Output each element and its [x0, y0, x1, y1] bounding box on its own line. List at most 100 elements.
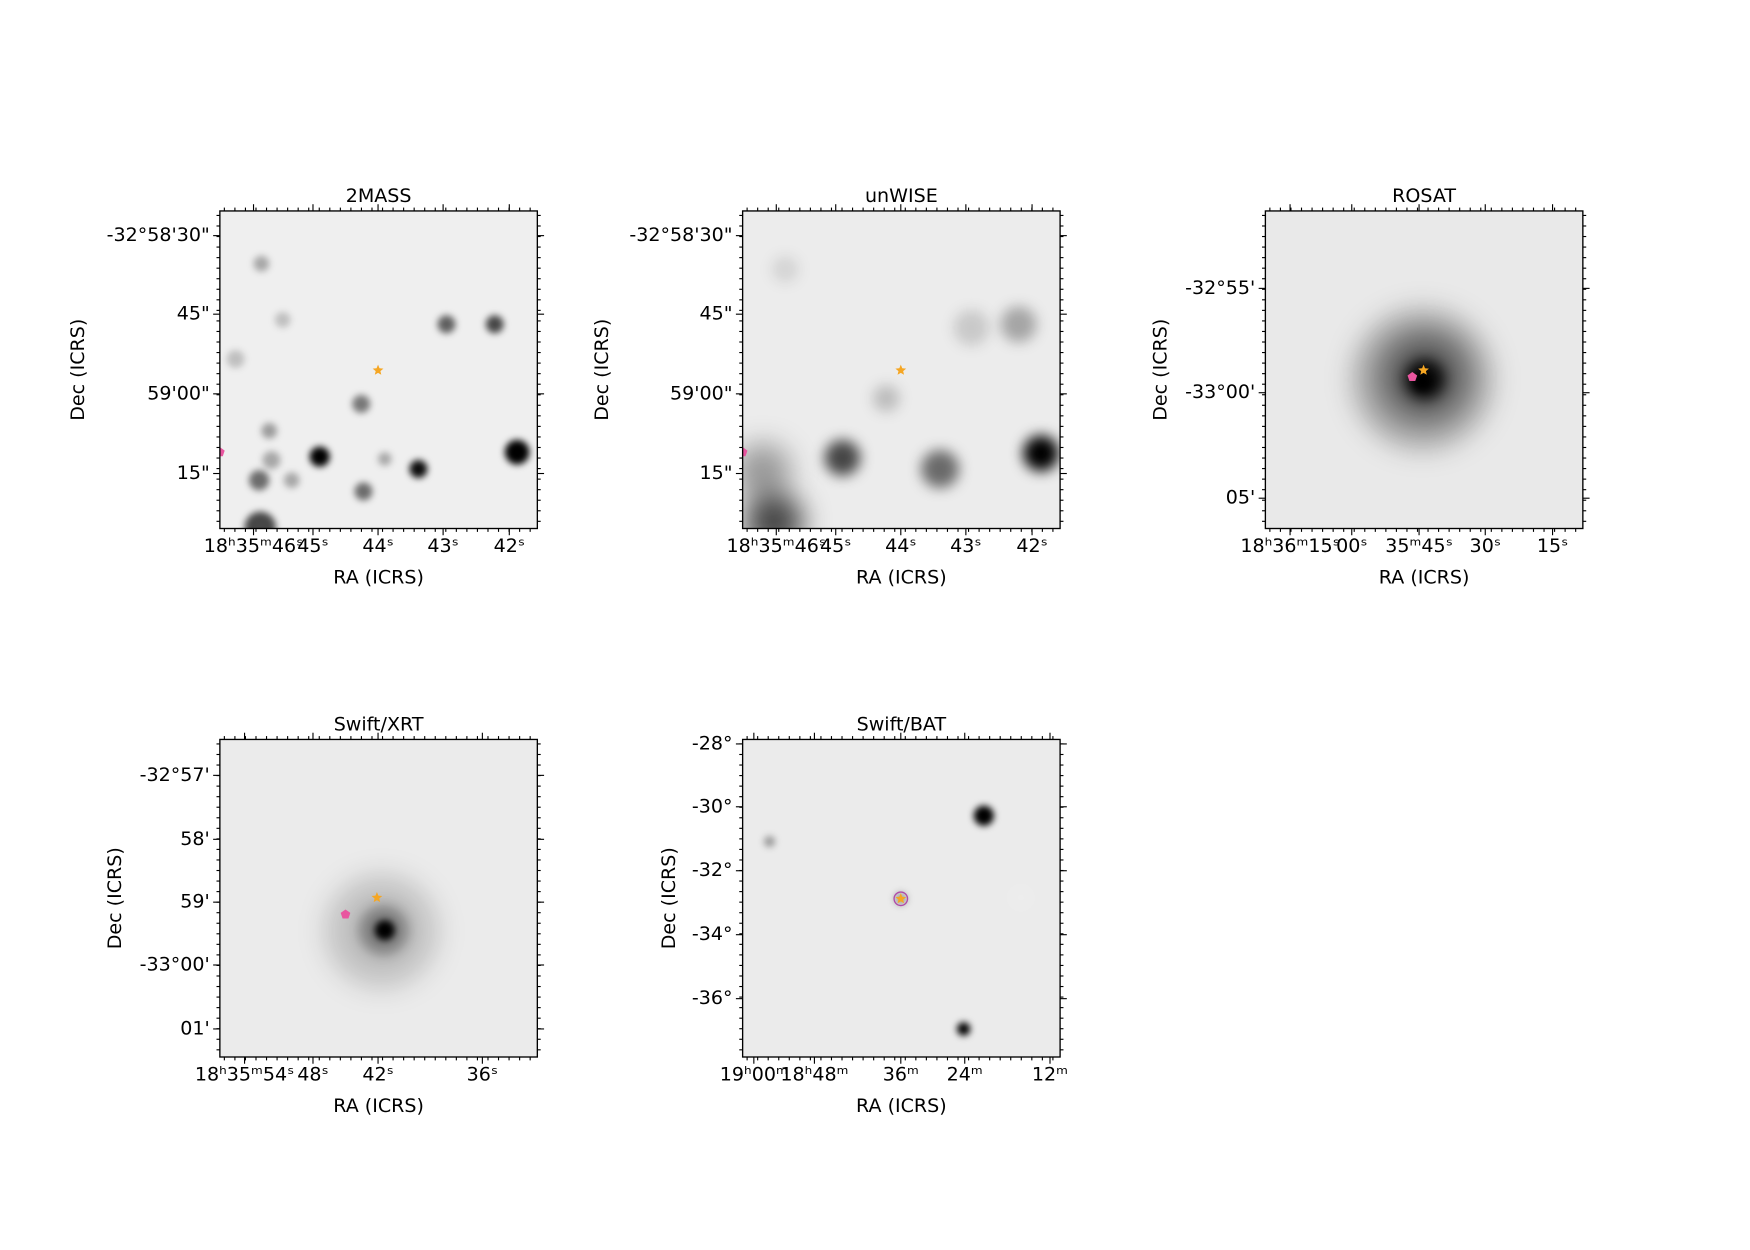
- x-tick-label: 45ˢ: [297, 535, 328, 557]
- y-tick-label: -28°: [692, 732, 733, 754]
- x-tick-label: 00ˢ: [1336, 535, 1367, 557]
- x-tick-label: 15ˢ: [1537, 535, 1568, 557]
- source-blob: [378, 452, 392, 466]
- x-axis-label: RA (ICRS): [333, 566, 424, 588]
- x-tick-label: 45ˢ: [820, 535, 851, 557]
- source-circle: [893, 891, 909, 907]
- panel-title: ROSAT: [1392, 185, 1456, 207]
- x-tick-label: 18ʰ36ᵐ15ˢ: [1240, 535, 1339, 557]
- x-axis-label: RA (ICRS): [856, 566, 947, 588]
- x-tick-label: 18ʰ35ᵐ46ˢ: [727, 535, 826, 557]
- source-blob: [374, 920, 395, 941]
- source-blob: [771, 255, 799, 283]
- panel-title: Swift/BAT: [857, 713, 947, 735]
- y-tick-label: 59'00": [670, 382, 733, 404]
- source-blob: [872, 384, 900, 412]
- y-tick-label: 05': [1226, 487, 1255, 509]
- source-blob: [437, 315, 456, 334]
- frame: [1264, 210, 1584, 530]
- source-blob: [249, 470, 270, 491]
- source-blob: [354, 482, 373, 501]
- x-tick-label: 19ʰ00ᵐ: [720, 1063, 788, 1085]
- source-blob: [309, 446, 330, 467]
- x-tick-label: 36ᵐ: [883, 1063, 919, 1085]
- y-axis-label: Dec (ICRS): [658, 847, 680, 949]
- star-marker: [1418, 364, 1429, 375]
- x-tick-label: 43ˢ: [950, 535, 981, 557]
- source-blob: [226, 350, 245, 369]
- source-blob: [283, 472, 300, 489]
- y-tick-label: 45": [177, 303, 210, 325]
- y-tick-label: -32°58'30": [107, 224, 210, 246]
- x-tick-label: 42ˢ: [494, 535, 525, 557]
- source-blob: [744, 492, 804, 529]
- source-blob: [742, 443, 791, 500]
- x-tick-label: 42ˢ: [362, 1063, 393, 1085]
- source-blob: [352, 394, 371, 413]
- pentagon-marker: [340, 909, 351, 919]
- source-blob: [274, 311, 291, 328]
- x-axis-label: RA (ICRS): [856, 1095, 947, 1117]
- source-blob: [920, 449, 960, 489]
- y-tick-label: 58': [180, 828, 209, 850]
- panel-title: 2MASS: [346, 185, 412, 207]
- star-marker: [372, 364, 384, 375]
- image: [1265, 210, 1583, 529]
- x-axis-label: RA (ICRS): [333, 1095, 424, 1117]
- y-tick-label: -36°: [692, 987, 733, 1009]
- x-tick-label: 42ˢ: [1016, 535, 1047, 557]
- pentagon-marker: [219, 447, 225, 457]
- y-axis-label: Dec (ICRS): [1150, 319, 1172, 421]
- source-blob: [485, 315, 504, 334]
- y-tick-label: -32°58'30": [629, 224, 732, 246]
- y-tick-label: 59': [180, 891, 209, 913]
- panel: 18ʰ35ᵐ54ˢ 48ˢ 42ˢ 36ˢ -32°57' 58' 59' -33°00' 01…: [104, 713, 545, 1117]
- y-tick-label: 01': [180, 1017, 209, 1039]
- source-blob: [504, 439, 530, 465]
- source-blob: [1023, 435, 1059, 472]
- x-tick-label: 35ᵐ45ˢ: [1385, 535, 1453, 557]
- source-blob: [824, 439, 861, 476]
- x-tick-label: 48ˢ: [297, 1063, 328, 1085]
- source-blob: [262, 451, 281, 470]
- source-blob: [953, 309, 990, 346]
- x-tick-label: 44ˢ: [885, 535, 916, 557]
- y-tick-label: 59'00": [147, 382, 210, 404]
- x-tick-label: 12ᵐ: [1032, 1063, 1068, 1085]
- source-blob: [1413, 372, 1432, 391]
- source-blob: [261, 423, 278, 439]
- y-tick-label: 45": [700, 303, 733, 325]
- star-marker: [895, 364, 907, 375]
- pentagon-marker: [742, 447, 748, 457]
- y-tick-label: -33°00': [140, 953, 210, 975]
- y-tick-label: -33°00': [1185, 381, 1255, 403]
- source-blob: [1000, 306, 1037, 343]
- source-blob: [253, 255, 270, 272]
- x-tick-label: 18ʰ35ᵐ54ˢ: [195, 1063, 294, 1085]
- y-axis-label: Dec (ICRS): [591, 319, 613, 421]
- star-marker: [895, 893, 907, 904]
- source-blob: [409, 460, 428, 479]
- star-marker: [371, 892, 383, 903]
- y-tick-label: -34°: [692, 923, 733, 945]
- x-tick-label: 24ᵐ: [947, 1063, 983, 1085]
- x-tick-label: 43ˢ: [427, 535, 458, 557]
- y-axis-label: Dec (ICRS): [104, 847, 126, 949]
- x-tick-label: 36ˢ: [467, 1063, 498, 1085]
- source-blob: [1009, 886, 1033, 909]
- image: [742, 210, 1061, 529]
- y-tick-label: 15": [177, 462, 210, 484]
- y-tick-label: -32°: [692, 859, 733, 881]
- source-blob: [973, 805, 994, 826]
- source-blob: [956, 1022, 971, 1036]
- panel-title: unWISE: [865, 185, 938, 207]
- image: [742, 739, 1061, 1058]
- pentagon-marker: [1407, 371, 1418, 382]
- x-tick-label: 18ʰ35ᵐ46ˢ: [204, 535, 303, 557]
- source-blob: [244, 511, 276, 529]
- panel-title: Swift/XRT: [334, 713, 424, 735]
